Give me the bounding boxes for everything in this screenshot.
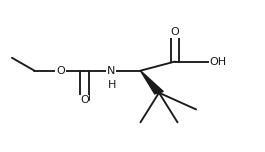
Polygon shape xyxy=(140,71,163,94)
Text: N: N xyxy=(107,66,115,76)
Text: H: H xyxy=(108,80,117,90)
Text: OH: OH xyxy=(209,57,227,67)
Text: O: O xyxy=(56,66,65,76)
Text: O: O xyxy=(170,27,179,37)
Text: O: O xyxy=(80,95,89,105)
